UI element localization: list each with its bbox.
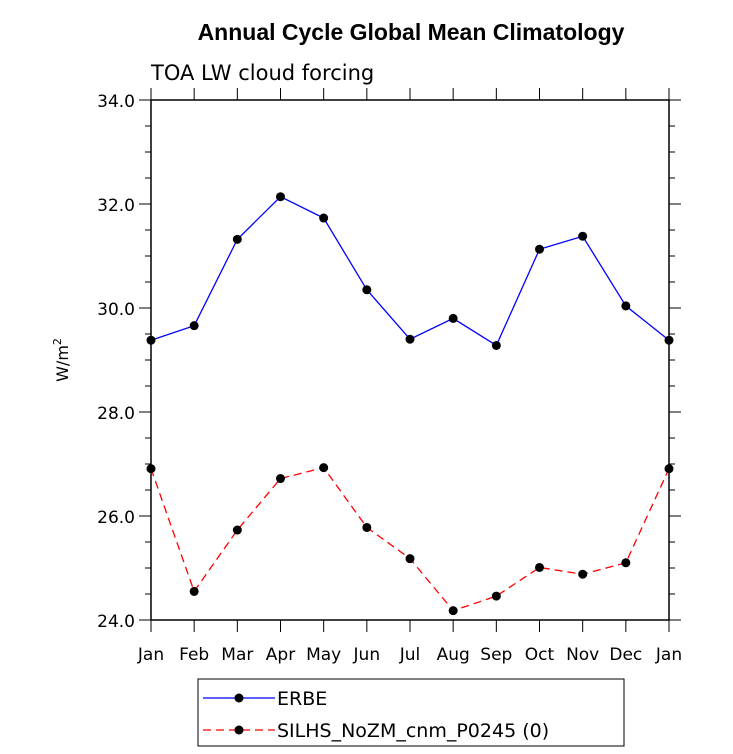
x-tick-label: Mar [221,645,253,665]
series-line-0 [150,195,670,347]
data-point [578,231,588,241]
x-tick-label: May [306,645,341,665]
legend-box [197,678,625,747]
x-tick-label: Sep [480,645,512,665]
axis-ticks [139,88,681,632]
data-point [319,463,329,473]
legend: ERBE SILHS_NoZM_cnm_P0245 (0) [203,688,549,742]
y-axis-label-main: W/m [53,345,72,382]
data-point [664,464,674,474]
plot-frame [150,99,670,621]
data-point [146,464,156,474]
y-axis-label-sup: 2 [51,338,64,345]
data-point [405,334,415,344]
data-point [232,525,242,535]
legend-label: ERBE [277,688,327,710]
y-tick-label: 28.0 [97,404,135,424]
data-point [535,244,544,254]
x-tick-label: Apr [266,645,295,665]
x-tick-labels: Jan Feb Mar Apr May Jun Jul Aug Sep Oct Nov Dec Jan [137,645,682,665]
x-tick-label: Feb [179,645,209,665]
data-point [276,474,285,484]
data-point [535,562,544,572]
data-point [189,321,199,331]
data-point [405,554,415,564]
x-tick-label: Jun [353,645,381,665]
y-tick-label: 26.0 [97,508,135,528]
data-point [448,313,458,323]
series-line-1 [150,466,670,612]
legend-marker [234,725,244,735]
data-point [491,340,501,350]
data-point [146,335,156,345]
y-axis-label: W/m2 [51,338,72,382]
data-point [621,558,631,568]
x-tick-label: Jan [655,645,682,665]
x-tick-label: Nov [566,645,599,665]
data-point [276,192,285,202]
y-tick-label: 34.0 [97,92,135,112]
data-point [491,591,501,601]
data-point [448,606,458,616]
chart-title: Annual Cycle Global Mean Climatology [198,19,625,45]
y-tick-label: 30.0 [97,300,135,320]
x-tick-label: Oct [525,645,555,665]
x-tick-label: Jan [137,645,164,665]
data-point [621,301,631,311]
x-tick-label: Aug [437,645,470,665]
x-tick-label: Dec [609,645,642,665]
series-layer [146,192,674,616]
data-point [362,285,372,295]
data-point [319,213,329,223]
data-point [578,569,588,579]
x-tick-label: Jul [399,645,421,665]
data-point [664,335,674,345]
data-point [362,522,372,532]
y-tick-labels: 24.0 26.0 28.0 30.0 32.0 34.0 [97,92,135,632]
data-point [232,234,242,244]
legend-label: SILHS_NoZM_cnm_P0245 (0) [277,720,549,742]
y-tick-label: 24.0 [97,612,135,632]
data-point [189,586,199,596]
chart-subtitle: TOA LW cloud forcing [150,61,374,85]
y-tick-label: 32.0 [97,196,135,216]
legend-marker [234,693,244,703]
